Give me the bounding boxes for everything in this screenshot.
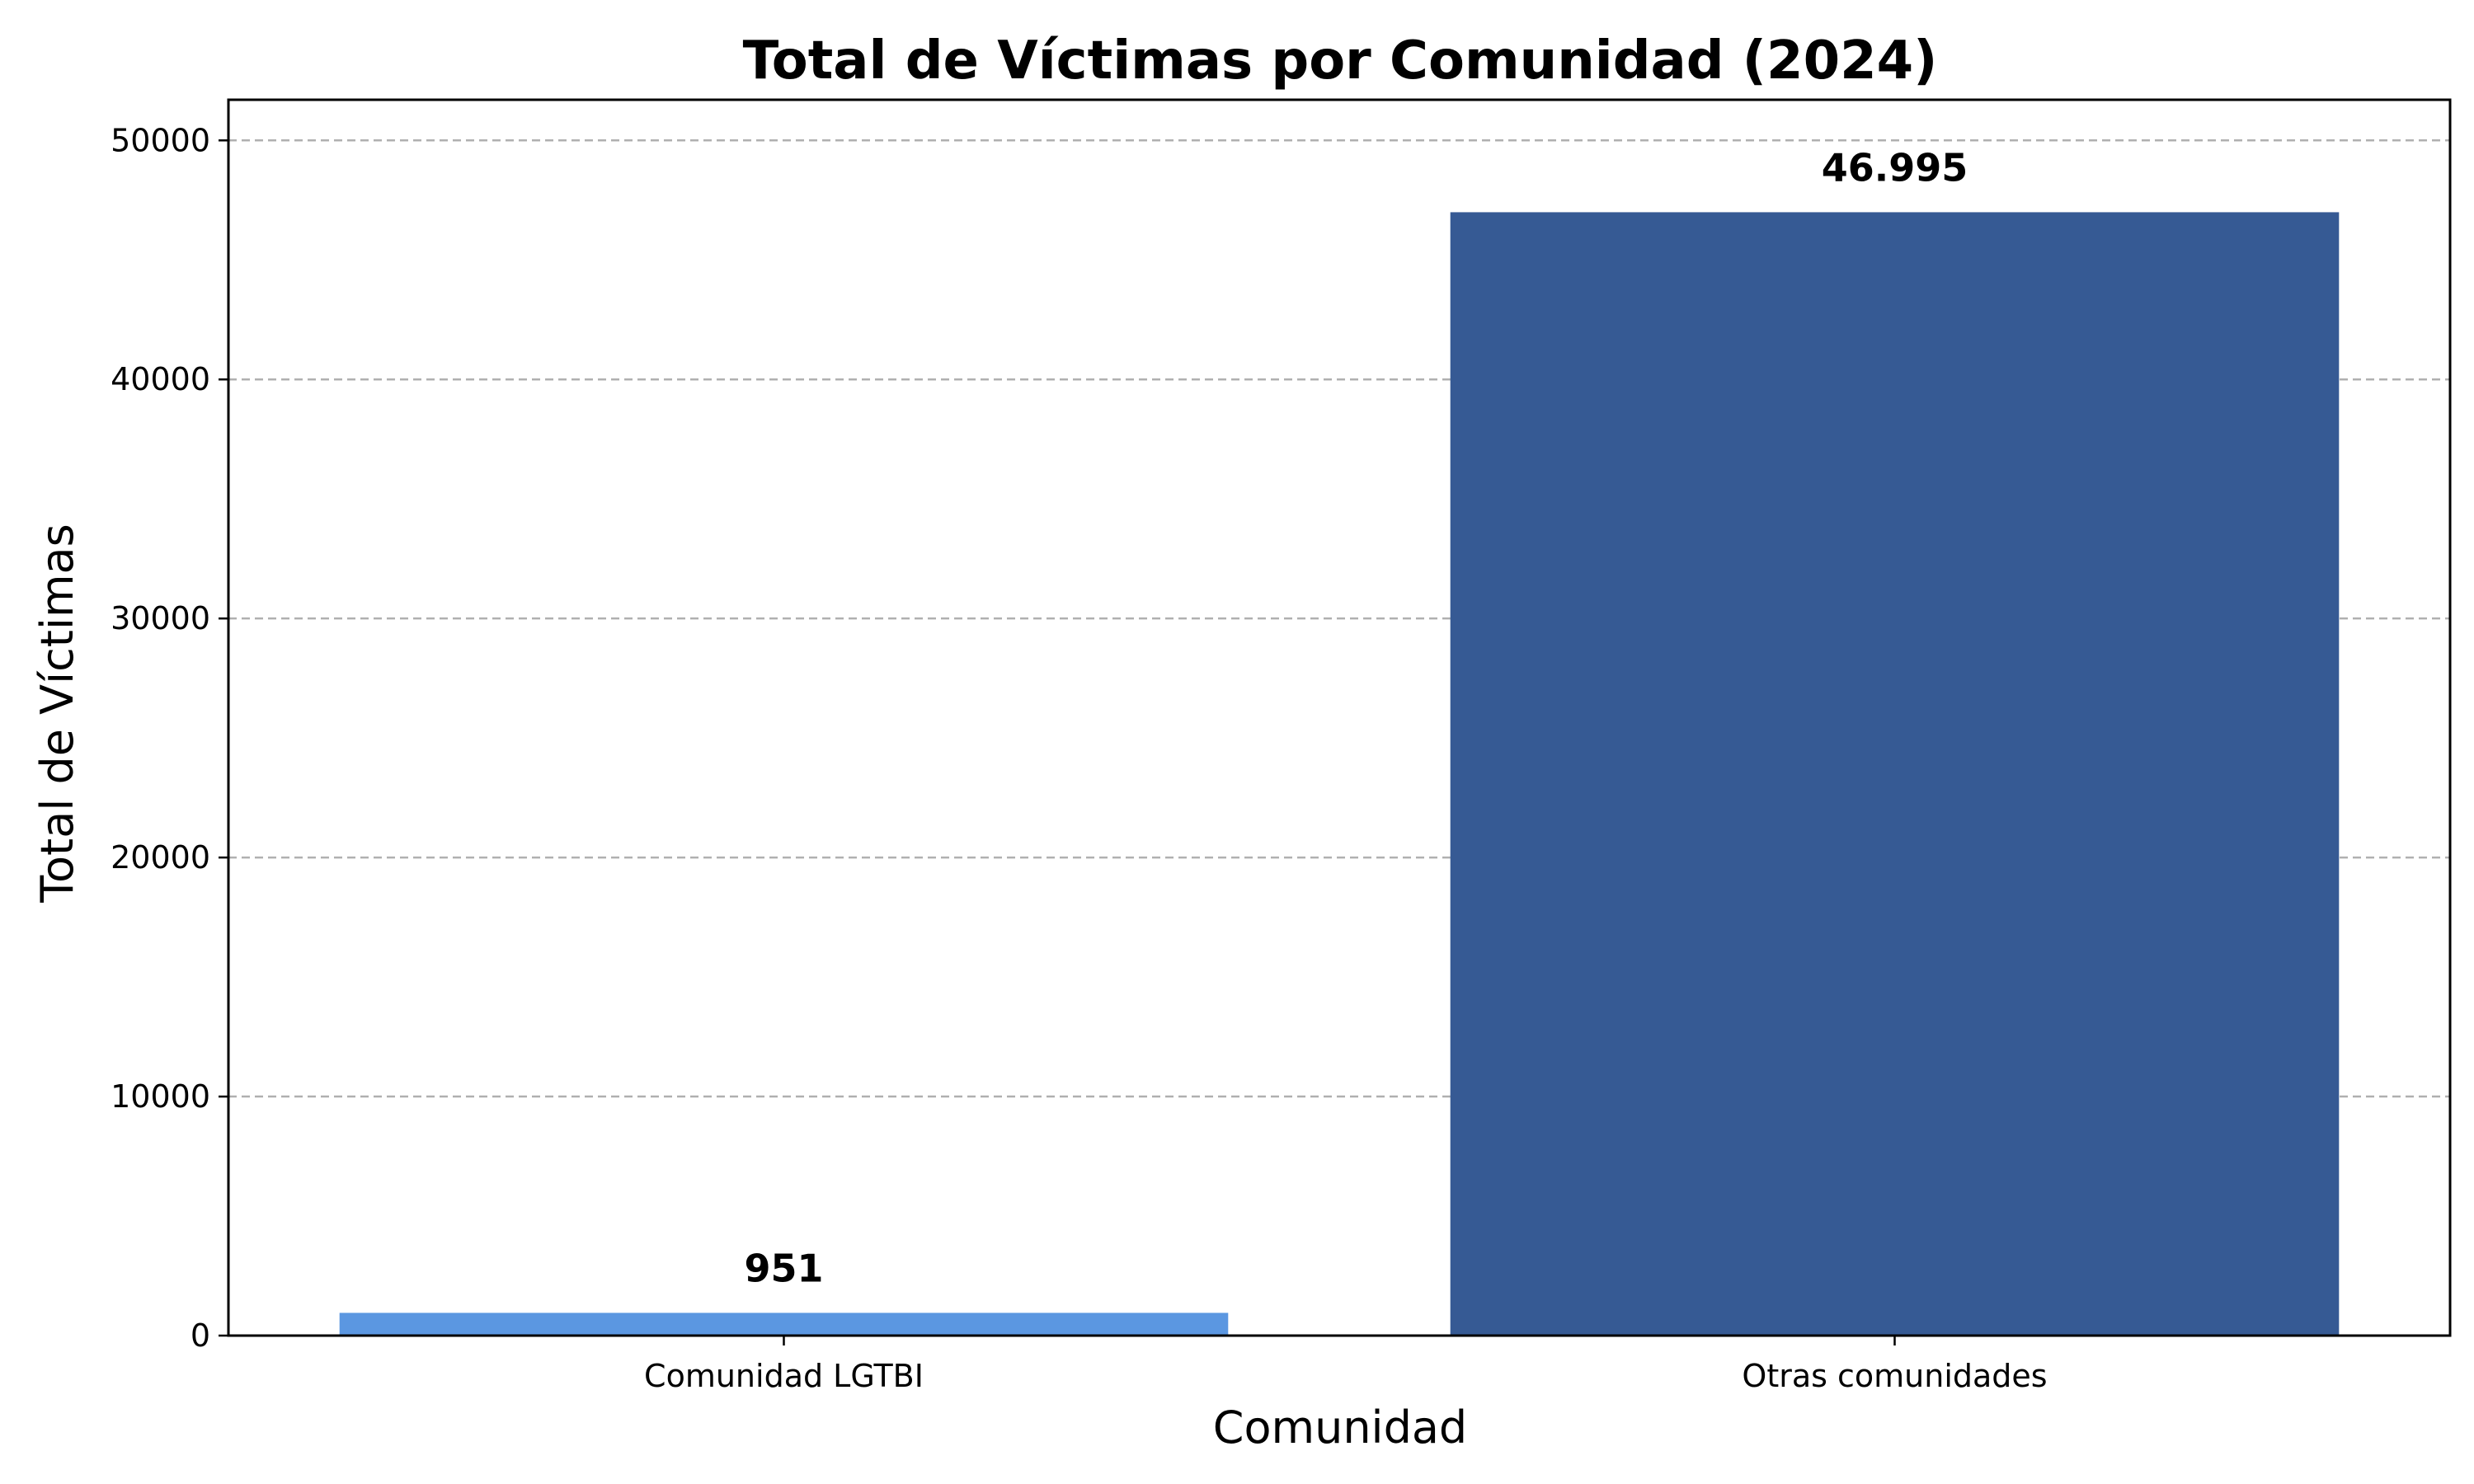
y-tick-label: 10000: [111, 1078, 210, 1115]
x-tick-label: Otras comunidades: [1742, 1358, 2047, 1394]
chart-title: Total de Víctimas por Comunidad (2024): [743, 31, 1938, 92]
bar-value-label: 951: [744, 1246, 823, 1290]
x-axis-ticks: Comunidad LGTBI Otras comunidades: [644, 1336, 2048, 1394]
y-axis-label: Total de Víctimas: [31, 524, 83, 904]
bars: [339, 212, 2340, 1336]
x-axis-label: Comunidad: [1213, 1402, 1467, 1453]
plot-frame: [227, 98, 2452, 1337]
y-tick-label: 0: [190, 1317, 210, 1354]
y-tick-label: 30000: [111, 600, 210, 636]
bar-value-labels: 951 46.995: [744, 145, 1968, 1290]
bar: [1450, 212, 2340, 1336]
bar: [339, 1313, 1229, 1336]
y-tick-label: 40000: [111, 361, 210, 397]
bar-value-label: 46.995: [1822, 145, 1968, 190]
y-tick-label: 50000: [111, 122, 210, 158]
y-tick-label: 20000: [111, 839, 210, 876]
x-tick-label: Comunidad LGTBI: [644, 1358, 924, 1394]
y-axis-ticks: 0 10000 20000 30000 40000 50000: [111, 122, 228, 1354]
